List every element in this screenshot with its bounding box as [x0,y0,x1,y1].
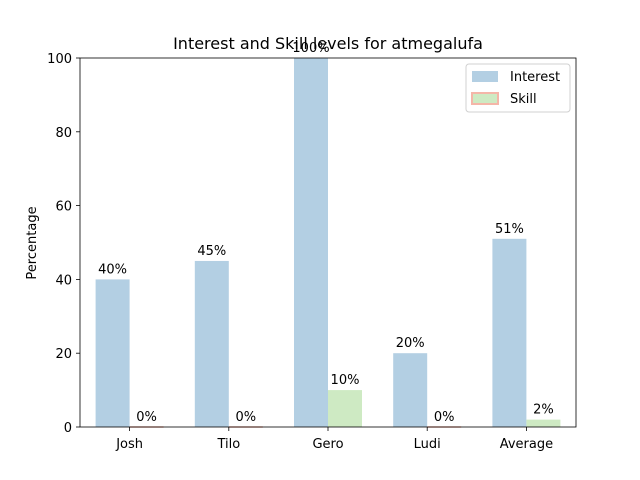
x-tick-label-ludi: Ludi [414,437,441,452]
y-tick-label-80: 80 [55,126,72,141]
bar-label-skill-tilo: 0% [235,410,256,425]
bar-skill-average [526,419,561,427]
bar-label-skill-josh: 0% [136,410,157,425]
legend: Interest Skill [465,63,571,113]
legend-label-skill: Skill [510,92,537,107]
bar-label-interest-ludi: 20% [396,336,425,351]
x-tick-label-gero: Gero [312,437,343,452]
x-tick-label-josh: Josh [115,437,143,452]
y-tick-label-100: 100 [47,52,72,67]
bar-interest-ludi [393,353,428,427]
axes-frame [79,57,577,428]
y-tick-label-60: 60 [55,200,72,215]
chart-title: Interest and Skill levels for atmegalufa [173,34,483,53]
bar-label-interest-tilo: 45% [197,244,226,259]
plot-area: 40% 0% Josh 45% 0% Tilo 100% 10% Gero 20% 0% Ludi 51… [47,41,577,452]
bar-label-interest-average: 51% [495,222,524,237]
bar-label-skill-gero: 10% [331,373,360,388]
y-axis-label: Percentage [25,206,40,279]
bar-interest-average [492,238,527,427]
x-tick-label-average: Average [500,437,553,452]
bar-interest-gero [294,58,328,427]
y-tick-label-0: 0 [64,421,72,436]
bar-label-skill-ludi: 0% [434,410,455,425]
x-tick-label-tilo: Tilo [216,437,240,452]
bar-skill-gero [328,390,362,427]
bar-label-interest-gero: 100% [292,41,329,56]
legend-swatch-interest [472,71,498,82]
bar-label-skill-average: 2% [533,403,554,418]
y-tick-label-20: 20 [55,347,72,362]
bar-interest-josh [95,279,130,427]
legend-swatch-skill [471,92,499,105]
bar-interest-tilo [194,260,229,427]
y-tick-label-40: 40 [55,273,72,288]
bar-label-interest-josh: 40% [98,262,127,277]
legend-label-interest: Interest [510,70,560,85]
